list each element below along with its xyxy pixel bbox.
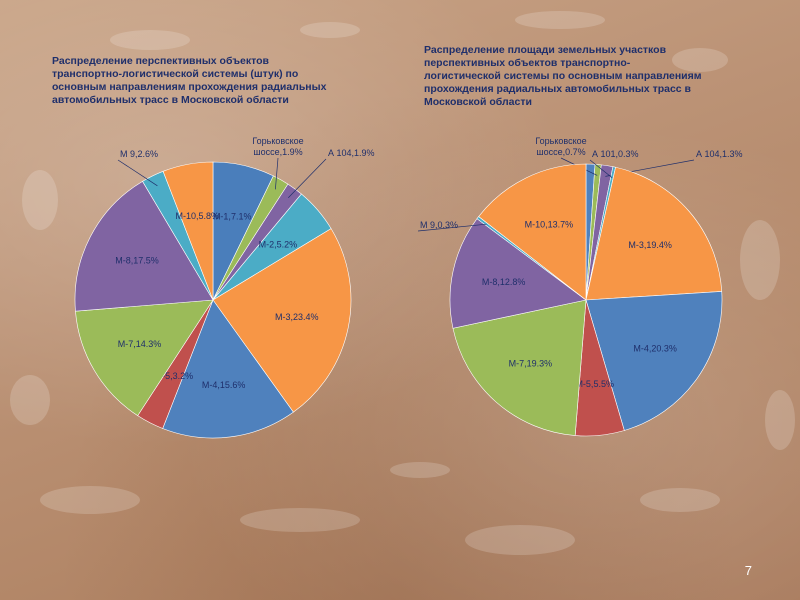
leader-line: [275, 157, 279, 190]
data-label-горьковское-шоссе: Горьковское шоссе,1.9%: [252, 136, 303, 157]
page-number: 7: [744, 563, 752, 578]
data-label-а-101: А 101,0.3%: [592, 149, 639, 159]
data-label-а-104: А 104,1.3%: [696, 149, 743, 159]
data-label-м-1: М-1,7.1%: [213, 212, 252, 222]
data-label-м-9: М 9,0.3%: [420, 220, 458, 230]
pie-slice-м-7: [75, 299, 214, 417]
pie-slice-м-10: [478, 163, 587, 301]
chart-title-land-area: Распределение площади земельных участков…: [424, 44, 702, 108]
data-label-м-10: М-10,13.7%: [525, 219, 574, 229]
pie-slice-м-8: [74, 180, 214, 312]
leader-line: [589, 159, 613, 178]
data-label-м-8: М-8,17.5%: [115, 256, 159, 266]
data-label-м-4: М-4,15.6%: [202, 380, 246, 390]
data-label-м-9: М 9,2.6%: [120, 149, 158, 159]
data-label-м-8: М-8,12.8%: [482, 277, 526, 287]
pie-slice-м-4: [585, 291, 723, 431]
data-label-м-4: М-4,20.3%: [633, 343, 677, 353]
data-label-м-7: М-7,14.3%: [118, 339, 162, 349]
pie-slice-м-4: [162, 299, 294, 439]
leader-line: [288, 158, 327, 199]
chart-title-objects: Распределение перспективных объектов тра…: [52, 55, 327, 106]
data-label-м-2: М-2,5.2%: [259, 239, 298, 249]
data-label-м-3: М-3,19.4%: [628, 240, 672, 250]
pie-slice-м-8: [449, 218, 587, 329]
pie-chart-land-area: Горьковское шоссе,0.7% А 104,1.3% А 101,0.3…: [417, 136, 743, 437]
pie-chart-objects: М-1,7.1% Горьковское шоссе,1.9% А 104,1.9% М…: [74, 136, 375, 439]
data-label-м-5: М-5,5.5%: [575, 379, 614, 389]
pie-slice-м-3: [212, 228, 352, 413]
leader-line: [417, 223, 487, 232]
data-label-м-3: М-3,23.4%: [275, 312, 319, 322]
data-label-горьковское-шоссе: Горьковское шоссе,0.7%: [535, 136, 586, 157]
leader-line: [117, 159, 158, 187]
data-label-м-7: М-7,19.3%: [509, 358, 553, 368]
data-label-а-104: А 104,1.9%: [328, 148, 375, 158]
data-label-м-5: М-5,3.2%: [155, 371, 194, 381]
pie-slice-м-7: [452, 299, 587, 436]
pie-slice-м-3: [585, 166, 723, 301]
pie-slice-м-10: [162, 161, 214, 301]
data-label-м-10: М-10,5.8%: [176, 211, 220, 221]
